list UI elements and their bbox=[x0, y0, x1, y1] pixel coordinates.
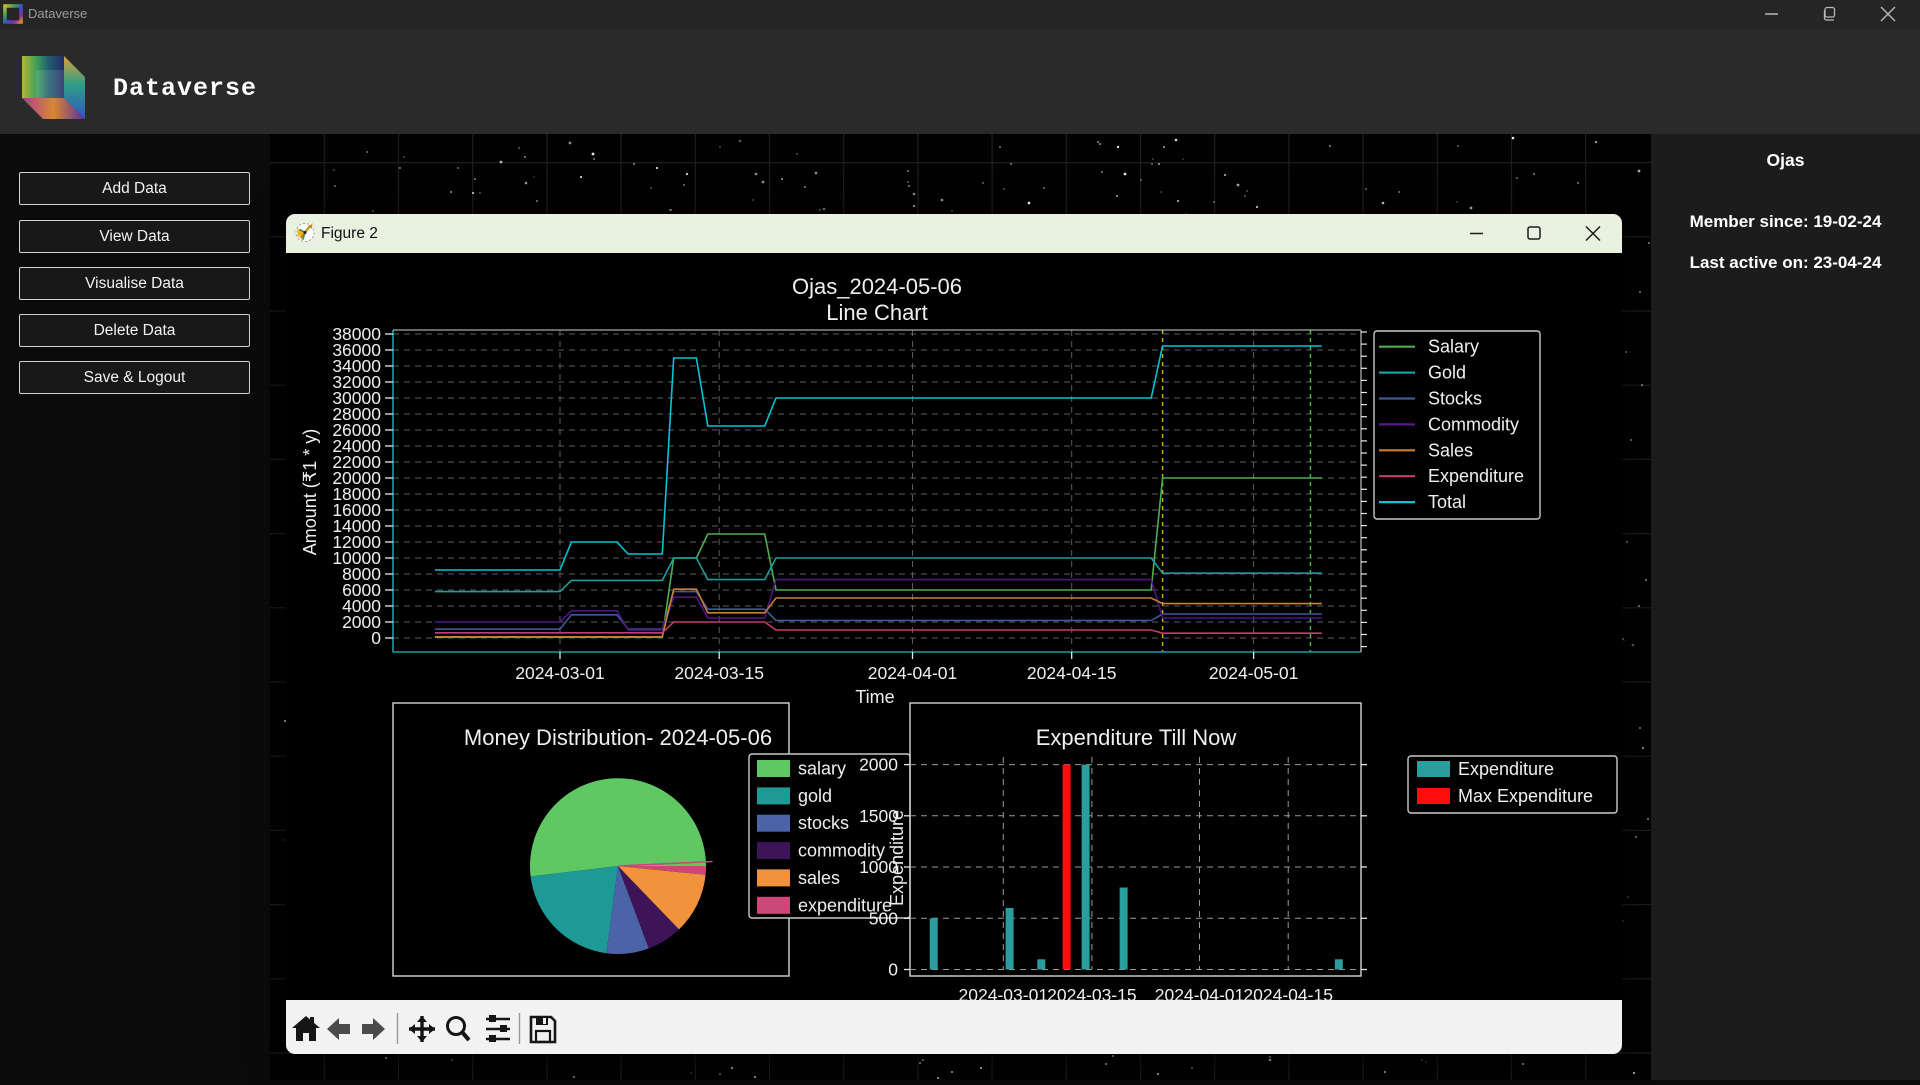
svg-text:26000: 26000 bbox=[332, 420, 381, 440]
svg-text:4000: 4000 bbox=[342, 596, 381, 616]
svg-text:2024-03-01: 2024-03-01 bbox=[515, 663, 605, 683]
svg-text:38000: 38000 bbox=[332, 324, 381, 344]
svg-text:Money Distribution- 2024-05-06: Money Distribution- 2024-05-06 bbox=[464, 725, 772, 750]
svg-text:expenditure: expenditure bbox=[798, 895, 892, 915]
svg-text:0: 0 bbox=[888, 960, 898, 980]
svg-text:32000: 32000 bbox=[332, 372, 381, 392]
svg-text:Time: Time bbox=[855, 687, 894, 707]
svg-text:Commodity: Commodity bbox=[1428, 414, 1519, 434]
svg-text:1500: 1500 bbox=[859, 806, 898, 826]
svg-text:2024-03-15: 2024-03-15 bbox=[674, 663, 764, 683]
svg-text:sales: sales bbox=[798, 868, 840, 888]
svg-text:2024-04-15: 2024-04-15 bbox=[1027, 663, 1117, 683]
svg-text:2024-04-01: 2024-04-01 bbox=[1155, 985, 1245, 1000]
svg-text:Salary: Salary bbox=[1428, 337, 1479, 357]
svg-text:8000: 8000 bbox=[342, 564, 381, 584]
svg-text:commodity: commodity bbox=[798, 841, 885, 861]
svg-text:Expenditure Till Now: Expenditure Till Now bbox=[1036, 725, 1237, 750]
svg-text:Amount (₹1 * y): Amount (₹1 * y) bbox=[300, 429, 320, 556]
svg-text:Max Expenditure: Max Expenditure bbox=[1458, 786, 1593, 806]
svg-text:2024-05-01: 2024-05-01 bbox=[1209, 663, 1299, 683]
svg-text:Total: Total bbox=[1428, 492, 1466, 512]
svg-text:2000: 2000 bbox=[859, 755, 898, 775]
svg-text:10000: 10000 bbox=[332, 548, 381, 568]
svg-text:22000: 22000 bbox=[332, 452, 381, 472]
svg-text:Gold: Gold bbox=[1428, 363, 1466, 383]
svg-text:Expenditure: Expenditure bbox=[1428, 466, 1524, 486]
svg-text:20000: 20000 bbox=[332, 468, 381, 488]
svg-text:Stocks: Stocks bbox=[1428, 389, 1482, 409]
svg-text:14000: 14000 bbox=[332, 516, 381, 536]
svg-text:2024-03-01: 2024-03-01 bbox=[959, 985, 1049, 1000]
svg-text:gold: gold bbox=[798, 786, 832, 806]
svg-text:24000: 24000 bbox=[332, 436, 381, 456]
svg-text:18000: 18000 bbox=[332, 484, 381, 504]
svg-text:Sales: Sales bbox=[1428, 440, 1473, 460]
svg-text:Line Chart: Line Chart bbox=[826, 300, 928, 325]
svg-text:1000: 1000 bbox=[859, 857, 898, 877]
svg-text:500: 500 bbox=[869, 908, 898, 928]
svg-text:2024-04-15: 2024-04-15 bbox=[1243, 985, 1333, 1000]
svg-text:Expenditure: Expenditure bbox=[1458, 759, 1554, 779]
svg-text:16000: 16000 bbox=[332, 500, 381, 520]
svg-text:2000: 2000 bbox=[342, 612, 381, 632]
svg-text:30000: 30000 bbox=[332, 388, 381, 408]
svg-text:12000: 12000 bbox=[332, 532, 381, 552]
svg-text:0: 0 bbox=[371, 628, 381, 648]
svg-text:Expenditure: Expenditure bbox=[887, 810, 907, 906]
svg-text:salary: salary bbox=[798, 759, 846, 779]
svg-text:34000: 34000 bbox=[332, 356, 381, 376]
svg-text:2024-04-01: 2024-04-01 bbox=[868, 663, 958, 683]
svg-text:28000: 28000 bbox=[332, 404, 381, 424]
svg-text:6000: 6000 bbox=[342, 580, 381, 600]
svg-text:36000: 36000 bbox=[332, 340, 381, 360]
svg-text:Ojas_2024-05-06: Ojas_2024-05-06 bbox=[792, 274, 962, 299]
svg-text:2024-03-15: 2024-03-15 bbox=[1047, 985, 1137, 1000]
svg-text:stocks: stocks bbox=[798, 813, 849, 833]
